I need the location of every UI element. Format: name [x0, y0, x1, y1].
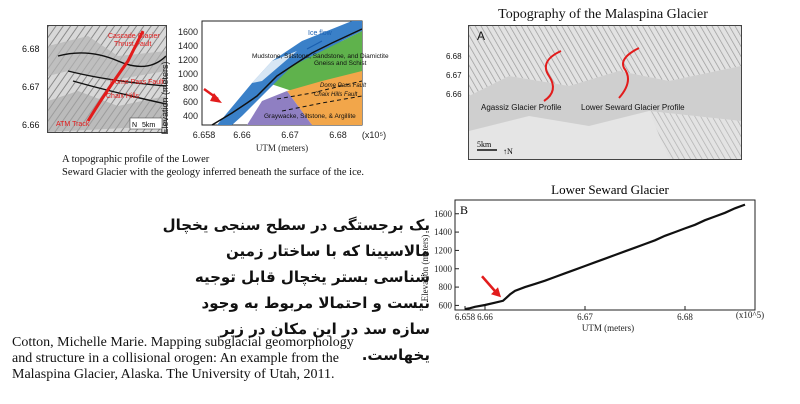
- seward-profile-line: [618, 47, 640, 99]
- geo-profile: Elevation (meters) 1600 1400 1200 1000 8…: [160, 18, 400, 153]
- lat-tick: 6.66: [446, 90, 462, 99]
- chart-xlabel: UTM (meters): [582, 323, 634, 333]
- farsi-line: سازه سد در این مکان در زیر یخهاست.: [220, 320, 430, 364]
- red-arrow-annotation: [481, 275, 497, 294]
- chart-xmult: (x10^5): [736, 310, 764, 320]
- chart-panel-label: B: [460, 203, 468, 217]
- x-tick-label: 6.658: [455, 312, 476, 322]
- lat-tick: 6.67: [446, 71, 462, 80]
- topo-seward-label: Lower Seward Glacier Profile: [581, 103, 685, 112]
- geo-ytick: 1400: [178, 41, 198, 51]
- topo-lat-ticks: 6.68 6.67 6.66: [446, 47, 462, 104]
- citation-line: and structure in a collisional orogen: A…: [12, 351, 339, 366]
- x-tick-label: 6.66: [477, 312, 493, 322]
- geo-xtick: 6.66: [233, 130, 251, 140]
- x-tick-label: 6.67: [577, 312, 593, 322]
- chart-plot-area: [454, 199, 756, 311]
- agassiz-profile-line: [543, 50, 562, 102]
- geo-ytick: 600: [183, 97, 198, 107]
- y-tick-label: 800: [439, 282, 453, 292]
- geo-ytick: 1200: [178, 55, 198, 65]
- y-tick-label: 1600: [434, 209, 453, 219]
- topo-north: ↑N: [503, 147, 513, 156]
- geo-xtick: 6.67: [281, 130, 299, 140]
- x-tick-label: 6.68: [677, 312, 693, 322]
- label-chaix: Chaix Hills: [106, 93, 140, 100]
- geo-xmult: (x10⁵): [362, 130, 386, 140]
- farsi-line: شناسی بستر یخچال قابل توجیه نیست و احتما…: [194, 268, 430, 312]
- topo-relief: A Agassiz Glacier Profile Lower Seward G…: [469, 26, 741, 159]
- geo-ytick: 400: [183, 111, 198, 121]
- fault-map-relief: Cascade Glacier Thrust Fault Dome Pass F…: [48, 26, 166, 132]
- geo-xtick: 6.658: [193, 130, 216, 140]
- caption-line: Seward Glacier with the geology inferred…: [62, 167, 365, 178]
- seward-chart: Lower Seward Glacier Elevation (meters) …: [420, 180, 780, 340]
- y-tick-label: 600: [439, 300, 453, 310]
- geo-xlabel: UTM (meters): [256, 143, 308, 153]
- geo-xtick: 6.68: [329, 130, 347, 140]
- farsi-paragraph: یک برجستگی در سطح سنجی یخچال مالاسپینا ک…: [160, 212, 430, 368]
- map-north: N: [132, 122, 137, 129]
- label-graywacke: Graywacke, Siltstone, & Argillite: [264, 113, 356, 120]
- topo-panel-label: A: [477, 29, 485, 43]
- atm-track-line: [86, 30, 145, 122]
- topo-map-panel: A Agassiz Glacier Profile Lower Seward G…: [468, 25, 742, 160]
- label-ice-flow: Ice flow: [308, 30, 333, 37]
- y-tick-label: 1200: [434, 245, 453, 255]
- label-dome-fault: Dome Pass Fault: [320, 83, 366, 89]
- topo-scale: 5km: [477, 140, 492, 149]
- geo-ytick: 1000: [178, 69, 198, 79]
- label-atm: ATM Track: [56, 121, 90, 128]
- label-gneiss: Gneiss and Schist: [314, 60, 367, 67]
- label-mudstone: Mudstone, Siltstone, Sandstone, and Diam…: [252, 53, 389, 60]
- lat-tick: 6.67: [22, 82, 40, 92]
- geo-ytick: 1600: [178, 27, 198, 37]
- geo-ylabel: Elevation (meters): [160, 61, 170, 134]
- elevation-line: [464, 203, 746, 311]
- farsi-line: یک برجستگی در سطح سنجی یخچال مالاسپینا ک…: [162, 216, 430, 260]
- y-tick-label: 1000: [434, 264, 453, 274]
- lat-tick: 6.68: [446, 52, 462, 61]
- label-chaix-fault: Chaix Hills Fault: [314, 92, 358, 98]
- fault-map-panel: Cascade Glacier Thrust Fault Dome Pass F…: [47, 25, 167, 133]
- topo-agassiz-label: Agassiz Glacier Profile: [481, 103, 562, 112]
- topo-title: Topography of the Malaspina Glacier: [498, 7, 708, 22]
- figure-caption: A topographic profile of the Lower Sewar…: [62, 153, 392, 179]
- chart-title: Lower Seward Glacier: [551, 182, 669, 197]
- seward-chart-svg: Lower Seward Glacier Elevation (meters) …: [420, 182, 764, 333]
- chart-ylabel: Elevation (meters): [420, 235, 430, 302]
- caption-line: A topographic profile of the Lower: [62, 154, 210, 165]
- citation: Cotton, Michelle Marie. Mapping subglaci…: [12, 335, 392, 383]
- lat-tick: 6.66: [22, 120, 40, 130]
- lat-tick: 6.68: [22, 44, 40, 54]
- y-tick-label: 1400: [434, 227, 453, 237]
- label-dome: Dome Pass Fault: [110, 79, 164, 86]
- label-thrust: Thrust Fault: [114, 41, 151, 48]
- geo-ytick: 800: [183, 83, 198, 93]
- red-arrow-head: [491, 287, 501, 298]
- citation-line: Malaspina Glacier, Alaska. The Universit…: [12, 367, 335, 382]
- fault-map-lat-ticks: 6.68 6.67 6.66: [22, 30, 40, 144]
- label-cascade: Cascade Glacier: [108, 33, 160, 40]
- map-scale: 5km: [142, 122, 155, 129]
- citation-line: Cotton, Michelle Marie. Mapping subglaci…: [12, 335, 354, 350]
